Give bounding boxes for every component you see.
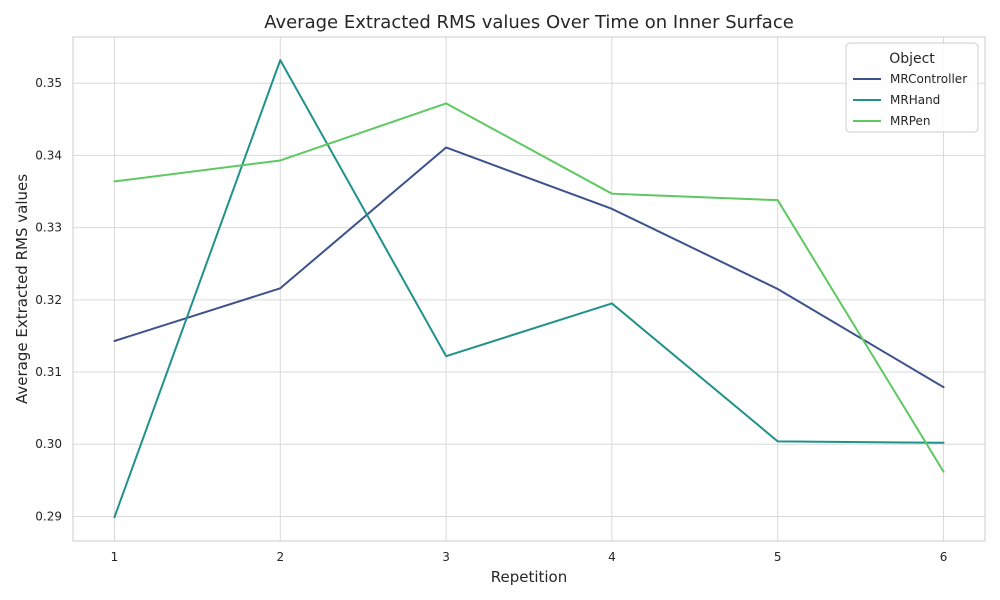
legend-items: MRController MRHand MRPen <box>853 72 967 128</box>
y-axis-ticks: 0.29 0.30 0.31 0.32 0.33 0.34 0.35 <box>35 76 62 523</box>
legend-title: Object <box>889 51 935 67</box>
y-tick-label: 0.34 <box>35 148 62 162</box>
x-axis-ticks: 1 2 3 4 5 6 <box>111 550 948 564</box>
chart-title: Average Extracted RMS values Over Time o… <box>264 12 794 33</box>
legend-item-mrhand: MRHand <box>853 93 940 107</box>
y-tick-label: 0.31 <box>35 365 62 379</box>
legend-label: MRController <box>890 72 967 86</box>
legend-label: MRHand <box>890 93 940 107</box>
x-tick-label: 3 <box>442 550 450 564</box>
x-tick-label: 5 <box>774 550 782 564</box>
x-tick-label: 1 <box>111 550 119 564</box>
legend-box <box>845 42 979 133</box>
x-axis-label: Repetition <box>491 568 568 586</box>
series-lines <box>113 59 945 519</box>
legend-item-mrcontroller: MRController <box>853 72 967 86</box>
legend-label: MRPen <box>890 114 931 128</box>
series-line-mrcontroller <box>113 146 945 389</box>
y-tick-label: 0.33 <box>35 221 62 235</box>
y-tick-label: 0.32 <box>35 293 62 307</box>
plot-area-frame <box>72 36 986 542</box>
y-tick-label: 0.35 <box>35 76 62 90</box>
x-tick-label: 2 <box>276 550 284 564</box>
x-tick-label: 6 <box>940 550 948 564</box>
y-tick-label: 0.30 <box>35 437 62 451</box>
series-line-mrhand <box>113 59 945 519</box>
y-tick-label: 0.29 <box>35 509 62 523</box>
series-line-mrpen <box>113 102 945 473</box>
y-axis-label: Average Extracted RMS values <box>13 174 31 404</box>
legend: Object MRController MRHand MRPen <box>845 42 979 133</box>
legend-item-mrpen: MRPen <box>853 114 931 128</box>
x-tick-label: 4 <box>608 550 616 564</box>
